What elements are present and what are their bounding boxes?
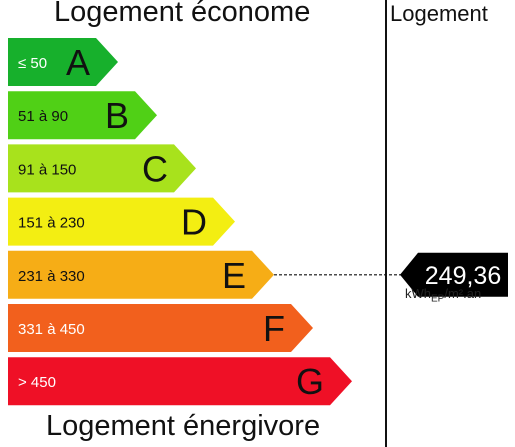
class-range-label-d: 151 à 230: [18, 215, 85, 232]
class-letter-a: A: [66, 42, 90, 83]
class-letter-b: B: [105, 95, 129, 136]
value-arrow: [400, 252, 508, 297]
class-range-label-g: > 450: [18, 374, 56, 391]
chart-title-top: Logement économe: [54, 0, 311, 28]
value-label: 249,36: [425, 262, 501, 290]
column-divider: [385, 0, 387, 447]
class-letter-g: G: [296, 361, 324, 402]
class-letter-c: C: [142, 148, 168, 189]
unit-suffix: /m².an: [444, 286, 482, 301]
class-range-label-e: 231 à 330: [18, 268, 85, 285]
class-letter-d: D: [181, 202, 207, 243]
unit-label: kWhEP/m².an: [405, 286, 481, 305]
class-range-label-f: 331 à 450: [18, 321, 85, 338]
class-bar-b: [8, 91, 157, 140]
class-letter-f: F: [263, 308, 285, 349]
class-bar-a: [8, 38, 118, 86]
column-title: Logement: [390, 1, 488, 26]
class-bar-e: [8, 250, 274, 299]
class-bar-c: [8, 144, 196, 193]
class-bar-g: [8, 357, 352, 406]
unit-sub: EP: [431, 293, 445, 305]
chart-title-bottom: Logement énergivore: [46, 410, 321, 442]
unit-base: kWh: [405, 286, 431, 301]
class-bar-f: [8, 304, 313, 352]
class-letter-e: E: [222, 255, 246, 296]
class-range-label-c: 91 à 150: [18, 161, 76, 178]
class-range-label-b: 51 à 90: [18, 108, 68, 125]
watermark-text: leboncoin: [4, 6, 52, 18]
class-range-label-a: ≤ 50: [18, 55, 47, 72]
class-bar-d: [8, 197, 235, 246]
